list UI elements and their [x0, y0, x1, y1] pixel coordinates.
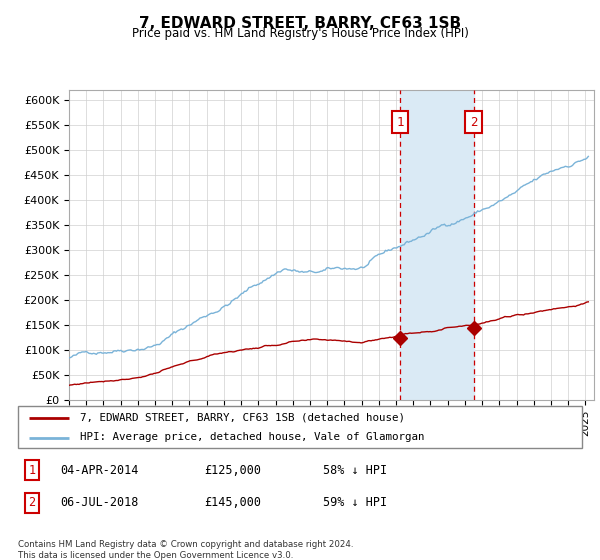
- Text: 1: 1: [29, 464, 35, 477]
- Text: 58% ↓ HPI: 58% ↓ HPI: [323, 464, 386, 477]
- Text: £145,000: £145,000: [204, 496, 261, 509]
- Text: Price paid vs. HM Land Registry's House Price Index (HPI): Price paid vs. HM Land Registry's House …: [131, 27, 469, 40]
- Text: 7, EDWARD STREET, BARRY, CF63 1SB (detached house): 7, EDWARD STREET, BARRY, CF63 1SB (detac…: [80, 413, 405, 423]
- Text: 06-JUL-2018: 06-JUL-2018: [60, 496, 139, 509]
- Text: 2: 2: [29, 496, 35, 509]
- Text: 1: 1: [397, 116, 404, 129]
- Bar: [400, 90, 473, 400]
- Text: HPI: Average price, detached house, Vale of Glamorgan: HPI: Average price, detached house, Vale…: [80, 432, 425, 442]
- Text: 2: 2: [470, 116, 477, 129]
- Text: 59% ↓ HPI: 59% ↓ HPI: [323, 496, 386, 509]
- Text: 7, EDWARD STREET, BARRY, CF63 1SB: 7, EDWARD STREET, BARRY, CF63 1SB: [139, 16, 461, 31]
- Text: £125,000: £125,000: [204, 464, 261, 477]
- FancyBboxPatch shape: [18, 406, 582, 448]
- Text: 04-APR-2014: 04-APR-2014: [60, 464, 139, 477]
- Text: Contains HM Land Registry data © Crown copyright and database right 2024.
This d: Contains HM Land Registry data © Crown c…: [18, 540, 353, 560]
